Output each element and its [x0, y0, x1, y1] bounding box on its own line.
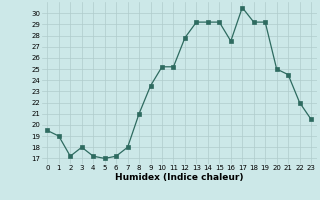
- X-axis label: Humidex (Indice chaleur): Humidex (Indice chaleur): [115, 173, 244, 182]
